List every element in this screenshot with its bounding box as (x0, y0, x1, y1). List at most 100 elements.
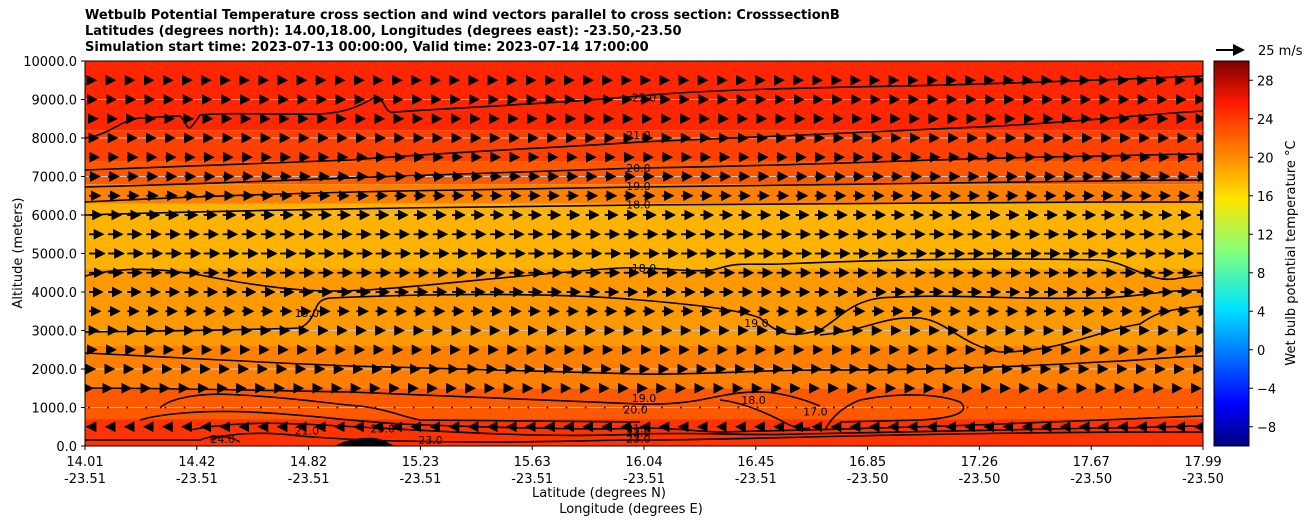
y-tick-label: 1000.0 (32, 402, 78, 417)
wind-vector (565, 406, 568, 409)
wind-vector (145, 406, 148, 409)
wind-vector (947, 406, 950, 409)
wind-vector (680, 406, 683, 409)
wind-vector (756, 406, 759, 409)
wind-vector (546, 406, 549, 409)
colorbar: −8 −4 0 4 8 12 16 20 24 28 Wet bulb potential tem… (1213, 60, 1299, 447)
surface-peak-region (335, 437, 395, 446)
contour-label: 21.0 (295, 425, 320, 438)
temperature-band (85, 345, 1203, 389)
contour-label: 23.0 (418, 434, 443, 447)
contour-21 (85, 110, 1203, 171)
wind-vector (355, 406, 358, 409)
wind-vector (202, 406, 205, 409)
wind-vector (1081, 406, 1084, 409)
contour-23-lower (209, 431, 1203, 443)
x-tick-label-lat: 17.26 (961, 455, 998, 470)
wind-vector (871, 406, 874, 409)
wind-vector (279, 406, 281, 409)
x-tick-label-lat: 17.67 (1073, 455, 1110, 470)
wind-vector (164, 406, 167, 409)
contour-20-left-loop (159, 393, 641, 423)
x-tick-label-lon: -23.50 (847, 472, 889, 487)
wind-vector (450, 406, 453, 409)
y-axis: 0.0 1000.0 2000.0 3000.0 4000.0 5000.0 6000.0 7… (23, 55, 85, 455)
y-axis-label: Altitude (meters) (11, 198, 26, 309)
wind-vector (107, 406, 110, 409)
colorbar-tick-label: 24 (1257, 113, 1274, 128)
colorbar-tick-label: 20 (1257, 151, 1274, 166)
wind-vector (88, 406, 90, 409)
wind-vector (508, 406, 511, 409)
x-tick-label-lat: 14.42 (178, 455, 215, 470)
quiver-key-label: 25 m/s (1258, 44, 1303, 59)
wind-vector (431, 406, 434, 409)
wind-vector (1138, 406, 1141, 409)
contour-label: 22.0 (626, 427, 651, 440)
x-tick-label-lat: 16.85 (849, 455, 886, 470)
wind-vector (1023, 406, 1026, 409)
x-axis-label-lat: Latitude (degrees N) (532, 486, 666, 501)
wind-vectors (85, 74, 1203, 433)
wind-vector (1062, 406, 1065, 409)
x-tick-label-lat: 15.23 (402, 455, 439, 470)
wind-vector (661, 406, 663, 409)
x-tick-label-lon: -23.51 (288, 472, 330, 487)
wind-vector (852, 406, 854, 409)
x-tick-label-lon: -23.51 (64, 472, 106, 487)
wind-vector (832, 406, 835, 409)
wind-vector (794, 406, 797, 409)
contour-label: 24.0 (210, 433, 235, 446)
contour-label: 23.0 (371, 423, 396, 436)
y-tick-label: 9000.0 (32, 94, 78, 109)
contour-label: 19.0 (744, 317, 769, 330)
wind-vector (259, 406, 262, 409)
colorbar-ticks: −8 −4 0 4 8 12 16 20 24 28 (1249, 74, 1276, 436)
contour-18-mid (85, 258, 1203, 292)
contour-labels: 22.021.020.019.018.018.019.019.019.020.0… (210, 92, 827, 448)
wind-vector (393, 406, 396, 409)
x-tick-label-lat: 16.45 (737, 455, 774, 470)
wind-vector (221, 406, 224, 409)
x-tick-label-lat: 14.82 (290, 455, 327, 470)
colorbar-tick-label: 8 (1257, 267, 1265, 282)
contour-label: 19.0 (295, 307, 320, 320)
y-tick-label: 0.0 (56, 440, 77, 455)
wind-vector (126, 406, 129, 409)
wind-vector (374, 406, 377, 409)
contour-label: 20.0 (623, 403, 648, 416)
contour-label: 21.0 (626, 423, 651, 436)
contour-label: 18.0 (626, 199, 651, 212)
wind-vector (412, 406, 415, 409)
chart-title-line-3: Simulation start time: 2023-07-13 00:00:… (85, 40, 649, 55)
wind-vector (928, 406, 931, 409)
quiver-key: 25 m/s (1216, 44, 1303, 59)
wind-vector (183, 406, 186, 409)
y-tick-label: 4000.0 (32, 286, 78, 301)
x-tick-label-lon: -23.50 (958, 472, 1000, 487)
wind-vector (966, 406, 969, 409)
contour-19-right (819, 305, 1203, 353)
chart-title-line-2: Latitudes (degrees north): 14.00,18.00, … (85, 24, 682, 39)
wind-vector (1157, 406, 1160, 409)
wind-vector (890, 406, 893, 409)
contour-label: 21.0 (626, 129, 651, 142)
contour-19-left (85, 289, 1203, 336)
wind-vector (470, 406, 472, 409)
colorbar-tick-label: 4 (1257, 305, 1265, 320)
x-tick-label-lat: 14.01 (66, 455, 103, 470)
wind-vector (985, 406, 988, 409)
y-tick-label: 10000.0 (23, 55, 77, 70)
wind-vector (298, 406, 301, 409)
contour-22-lower (189, 422, 1203, 437)
wind-vector (699, 406, 702, 409)
wind-vector (489, 406, 492, 409)
colorbar-tick-label: −4 (1257, 382, 1276, 397)
y-tick-label: 8000.0 (32, 132, 78, 147)
contour-label: 18.0 (632, 262, 657, 275)
colorbar-gradient (1213, 60, 1250, 447)
chart-title-line-1: Wetbulb Potential Temperature cross sect… (85, 8, 840, 23)
wind-vector (1195, 406, 1198, 409)
y-tick-label: 5000.0 (32, 248, 78, 263)
y-tick-label: 6000.0 (32, 209, 78, 224)
